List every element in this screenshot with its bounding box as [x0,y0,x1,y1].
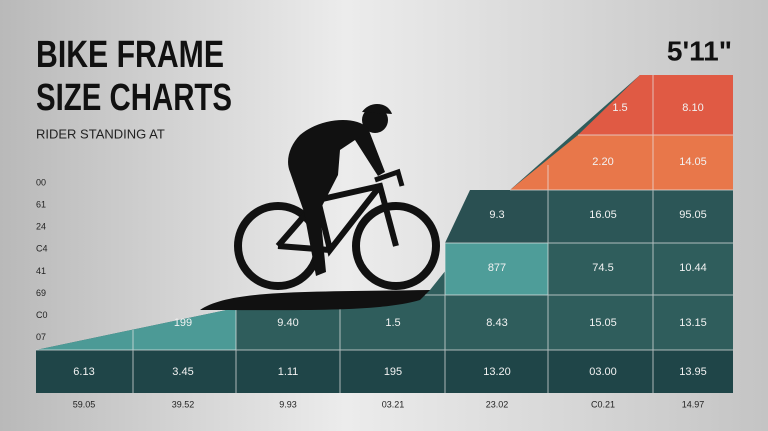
cell-value: 14.05 [679,156,707,168]
cell-value: 10.44 [679,262,707,274]
title: BIKE FRAME [36,34,224,76]
red-row [578,75,733,135]
bottom-label: 39.52 [172,399,195,409]
bottom-row [36,350,733,393]
cell-value: 3.45 [172,366,193,378]
left-label: C4 [36,244,48,254]
cell-value: 13.15 [679,317,707,329]
teal-cell [445,243,548,295]
title: SIZE CHARTS [36,77,232,119]
bottom-label: 14.97 [682,399,705,409]
dark-row [548,190,733,243]
cell-value: 9.3 [489,209,504,221]
cell-value: 8.43 [486,317,507,329]
left-label: C0 [36,310,48,320]
bottom-label: C0.21 [591,399,615,409]
cell-value: 877 [488,262,506,274]
bottom-label: 59.05 [73,399,96,409]
cell-value: 8.10 [682,102,703,114]
left-label: 00 [36,177,46,187]
cell-value: 2.20 [592,156,613,168]
cell-value: 1.5 [612,102,627,114]
left-label: 61 [36,199,46,209]
cell-value: 74.5 [592,262,613,274]
cell-value: 9.40 [277,317,298,329]
cell-value: 03.00 [589,366,617,378]
cell-value: 16.05 [589,209,617,221]
bottom-label: 9.93 [279,399,297,409]
height-label: 5'11" [667,35,732,66]
cell-value: 199 [174,317,192,329]
cell-value: 1.11 [278,366,299,378]
left-label: 07 [36,332,46,342]
cell-value: 13.95 [679,366,707,378]
teal-slope [36,308,236,350]
bottom-label: 23.02 [486,399,509,409]
cell-value: 95.05 [679,209,707,221]
dark-row [445,190,548,243]
left-label: 24 [36,222,46,232]
left-label: 69 [36,288,46,298]
cell-value: 15.05 [589,317,617,329]
bottom-label: 03.21 [382,399,405,409]
cell-value: 195 [384,366,402,378]
cyclist [200,103,440,311]
cell-value: 1.5 [385,317,400,329]
orange-row [510,135,733,190]
left-label: 41 [36,266,46,276]
cell-value: 6.13 [73,366,94,378]
cell-value: 13.20 [483,366,511,378]
subtitle: RIDER STANDING AT [36,126,165,141]
